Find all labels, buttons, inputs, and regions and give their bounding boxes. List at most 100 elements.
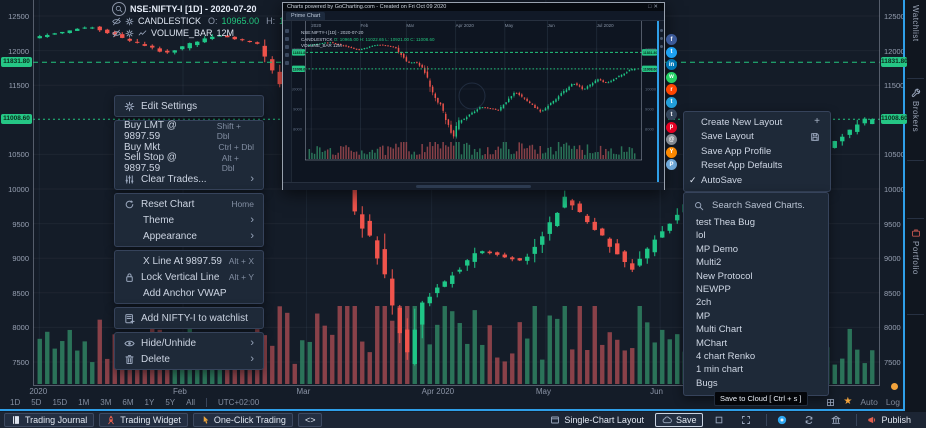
menu-item[interactable]: Reset App Defaults: [684, 159, 830, 174]
toolbar-button-publish[interactable]: Publish: [861, 414, 917, 426]
timeframe-1d[interactable]: 1D: [10, 398, 21, 407]
preview-study: CANDLESTICK: [301, 36, 333, 42]
toolbar-button-save[interactable]: Save: [654, 413, 704, 427]
toolbar-button-label: Single-Chart Layout: [564, 415, 644, 425]
menu-item[interactable]: Save Layout: [684, 130, 830, 145]
sidebar-tab-portfolio[interactable]: Portfolio: [905, 228, 926, 275]
menu-item[interactable]: ✓ AutoSave: [684, 173, 830, 188]
twitter-share-icon[interactable]: t: [666, 46, 677, 58]
toolbar-button-single-chart-layout[interactable]: Single-Chart Layout: [544, 414, 650, 426]
timeframe-1m[interactable]: 1M: [78, 398, 90, 407]
saved-chart-item[interactable]: Multi Chart: [696, 324, 742, 336]
grid-icon: [826, 398, 835, 407]
menu-item[interactable]: X Line At 9897.59 Alt + X: [115, 253, 263, 269]
whatsapp-share-icon[interactable]: w: [666, 71, 677, 83]
saved-chart-item[interactable]: lol: [696, 230, 706, 242]
saved-chart-item[interactable]: 2ch: [696, 297, 712, 309]
bank-button[interactable]: [825, 414, 847, 426]
toolbar-button-one-click-trading[interactable]: One-Click Trading: [192, 413, 293, 427]
magnifier-icon: [694, 201, 704, 211]
timeframe-15d[interactable]: 15D: [52, 398, 68, 407]
menu-item-label: Hide/Unhide: [141, 337, 197, 349]
timezone-label[interactable]: UTC+02:00: [218, 398, 260, 407]
reddit-share-icon[interactable]: r: [666, 84, 677, 95]
gear-icon: [124, 101, 135, 112]
toolbar-button-trading-widget[interactable]: Trading Widget: [99, 413, 188, 427]
saved-chart-item[interactable]: 1 min chart: [696, 364, 743, 376]
submenu-arrow-icon: ›: [250, 213, 254, 226]
sync-button[interactable]: [798, 414, 820, 426]
saved-chart-item[interactable]: Multi2: [696, 257, 722, 269]
timeframe-6m[interactable]: 6M: [122, 398, 134, 407]
preview-symbol: NSE:NIFTY-I [1D] - 2020-07-20: [301, 30, 364, 35]
timeframe-all[interactable]: All: [186, 398, 196, 407]
price-axis-label: 9000: [12, 254, 29, 264]
auto-toggle[interactable]: Auto: [860, 397, 878, 407]
menu-item-label: Lock Vertical Line: [141, 271, 220, 283]
save-tooltip: Save to Cloud [ Ctrl + s ]: [714, 391, 808, 406]
saved-chart-item[interactable]: MP: [696, 310, 711, 322]
gear-icon: [125, 29, 134, 38]
saved-chart-item[interactable]: test Thea Bug: [696, 217, 755, 228]
menu-item[interactable]: Add Anchor VWAP: [115, 285, 263, 301]
email-share-icon[interactable]: @: [666, 134, 677, 145]
menu-item[interactable]: Add NIFTY-I to watchlist: [115, 310, 263, 326]
saved-chart-item[interactable]: Bugs: [696, 377, 718, 389]
svg-text:Apr 2020: Apr 2020: [456, 23, 475, 28]
menu-item-label: X Line At 9897.59: [143, 255, 222, 267]
bottom-toolbar: Trading Journal Trading Widget One-Click T…: [0, 412, 926, 428]
sidebar-tab-watchlist[interactable]: Watchlist: [905, 0, 926, 42]
fullscreen-button[interactable]: [735, 414, 757, 426]
toolbar-button-trading-journal[interactable]: Trading Journal: [4, 413, 95, 427]
pinterest-share-icon[interactable]: p: [666, 121, 677, 133]
timeframe-3m[interactable]: 3M: [100, 398, 112, 407]
saved-chart-item[interactable]: 4 chart Renko: [696, 350, 756, 362]
time-axis-label: May: [535, 387, 551, 396]
saved-charts-search[interactable]: Search Saved Charts.: [684, 193, 828, 216]
menu-item[interactable]: Delete ›: [115, 351, 263, 367]
telegram-share-icon[interactable]: t: [666, 96, 677, 108]
price-axis-label: 12500: [8, 12, 29, 21]
toolbar-button-code[interactable]: <>: [297, 413, 323, 427]
study-name[interactable]: CANDLESTICK: [138, 16, 202, 26]
log-toggle[interactable]: Log: [885, 397, 900, 407]
saved-chart-item[interactable]: New Protocol: [696, 270, 753, 282]
preview-tab[interactable]: Prime Chart: [286, 12, 326, 20]
sidebar-tab-brokers[interactable]: Brokers: [905, 88, 926, 132]
menu-item[interactable]: Sell Stop @ 9897.59 Alt + Dbl: [115, 152, 263, 174]
timeframe-1y[interactable]: 1Y: [144, 398, 155, 407]
menu-item[interactable]: Appearance ›: [115, 228, 263, 244]
linkedin-share-icon[interactable]: in: [666, 59, 677, 70]
timeframe-5y[interactable]: 5Y: [165, 398, 176, 407]
menu-item[interactable]: Buy Mkt Ctrl + Dbl: [115, 139, 263, 155]
saved-chart-item[interactable]: NEWPP: [696, 283, 731, 295]
print-share-icon[interactable]: P: [666, 159, 677, 170]
symbol-search-button[interactable]: [112, 2, 126, 16]
saved-chart-item[interactable]: MChart: [696, 337, 728, 349]
timeframe-5d[interactable]: 5D: [31, 398, 42, 407]
hackernews-share-icon[interactable]: Y: [666, 146, 677, 158]
preview-window-controls[interactable]: □✕: [648, 4, 660, 10]
volume-study-name[interactable]: VOLUME_BAR: [151, 28, 213, 38]
tumblr-share-icon[interactable]: t: [666, 109, 677, 120]
menu-item[interactable]: Edit Settings: [115, 98, 263, 114]
menu-item[interactable]: Lock Vertical Line Alt + Y: [115, 269, 263, 285]
square-button[interactable]: [708, 414, 730, 426]
time-axis-label: Feb: [173, 387, 187, 396]
symbol-title[interactable]: NSE:NIFTY-I [1D] - 2020-07-20: [130, 4, 257, 14]
camera-button[interactable]: [771, 414, 793, 426]
price-axis-label: 11500: [8, 81, 29, 91]
menu-item[interactable]: Theme ›: [115, 212, 263, 228]
menu-item[interactable]: Reset Chart Home: [115, 196, 263, 212]
menu-item[interactable]: Buy LMT @ 9897.59 Shift + Dbl: [115, 120, 263, 142]
menu-item[interactable]: Clear Trades... ›: [115, 171, 263, 187]
facebook-share-icon[interactable]: f: [666, 34, 677, 45]
menu-item[interactable]: Create New Layout +: [684, 115, 830, 130]
context-menu-group: Buy LMT @ 9897.59 Shift + Dbl Buy Mkt Ctrl …: [114, 120, 264, 190]
menu-item-label: Clear Trades...: [141, 173, 207, 185]
menu-item-label: Buy LMT @ 9897.59: [124, 120, 177, 142]
favorite-star-icon[interactable]: ★: [843, 396, 853, 407]
menu-item[interactable]: Hide/Unhide ›: [115, 335, 263, 351]
saved-chart-item[interactable]: MP Demo: [696, 243, 739, 255]
menu-item[interactable]: Save App Profile: [684, 144, 830, 159]
